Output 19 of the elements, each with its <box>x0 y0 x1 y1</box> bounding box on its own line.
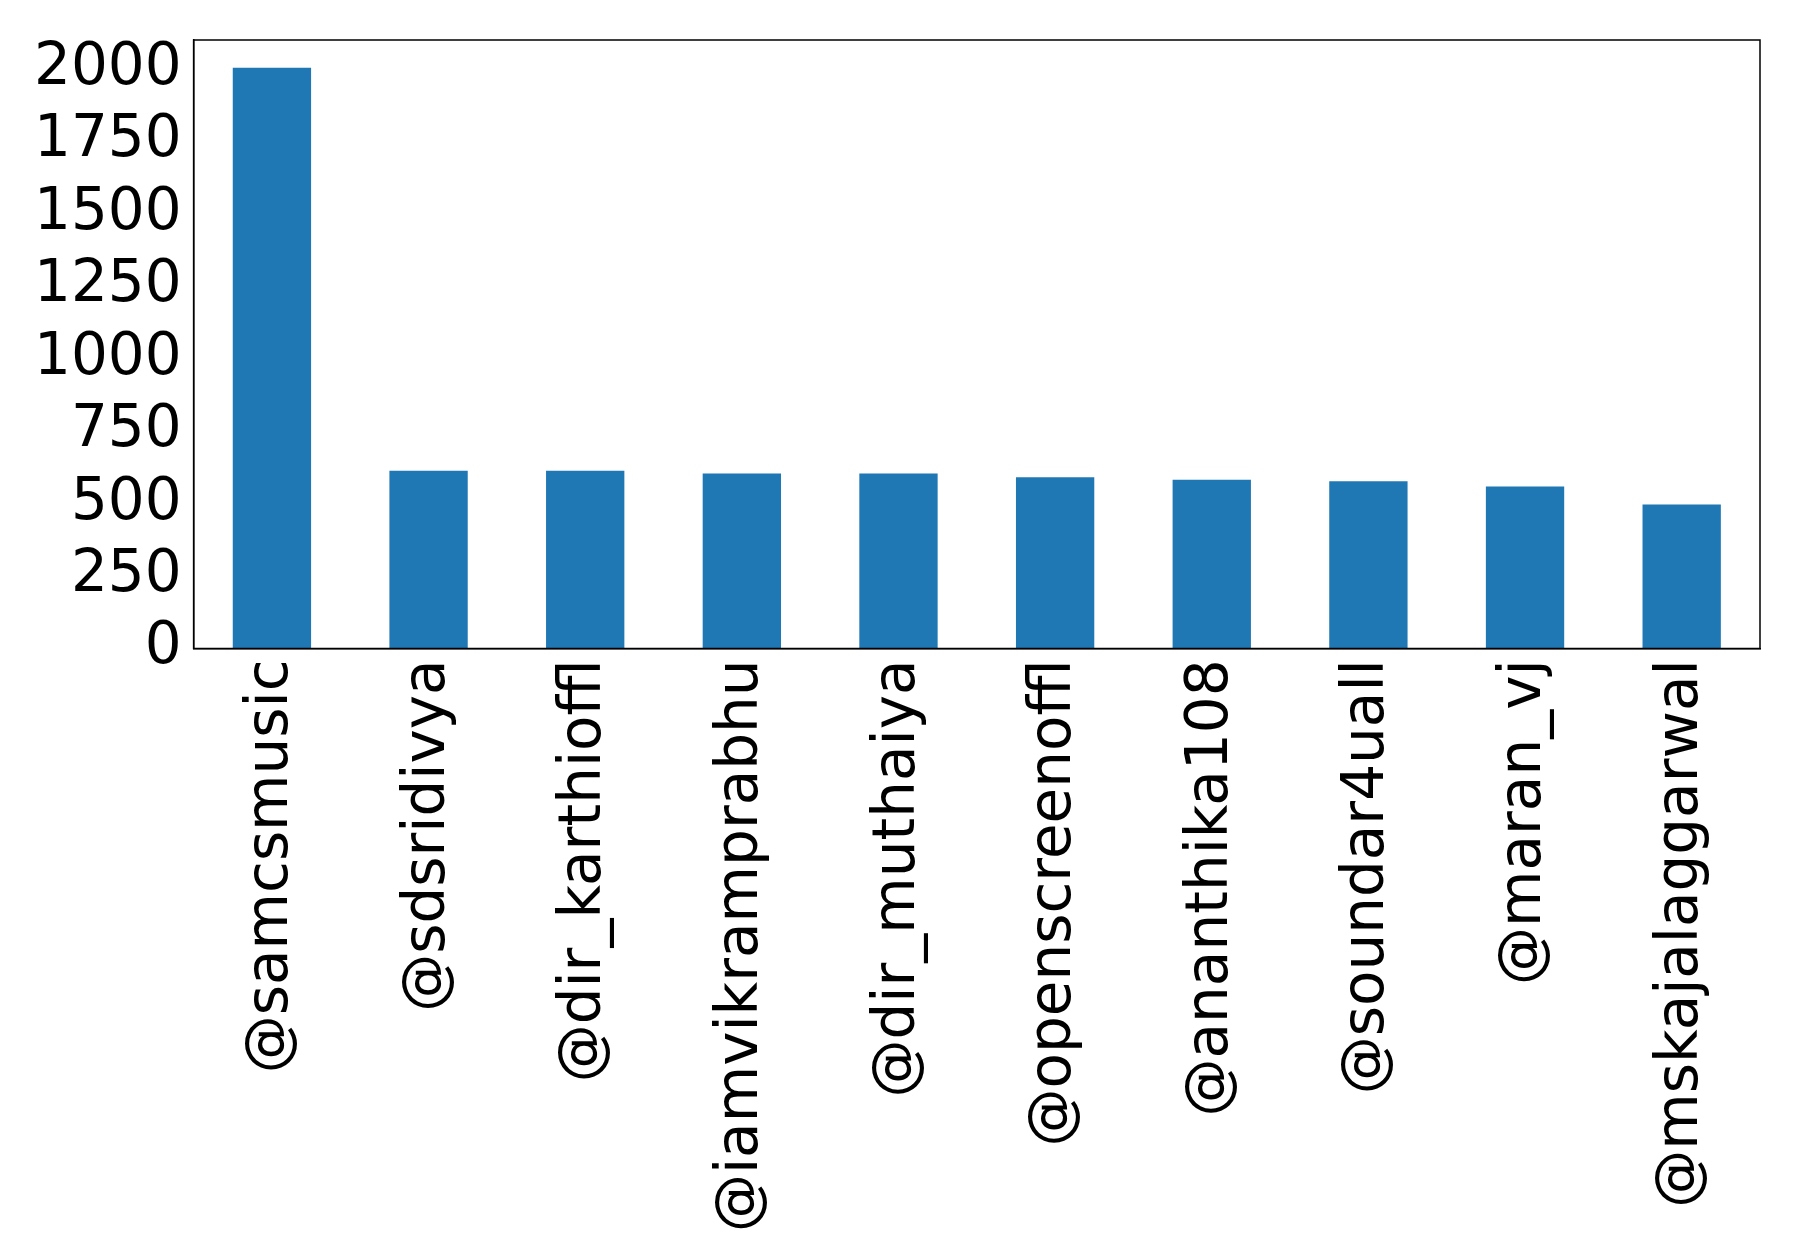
x-tick-label: @dir_karthioffl <box>546 659 615 1083</box>
y-tick-label: 750 <box>70 392 182 461</box>
x-tick-label: @openscreenoffl <box>1016 659 1085 1147</box>
y-tick-label: 1000 <box>34 319 182 388</box>
x-tick-label: @sdsridivya <box>389 659 458 1012</box>
x-tick-label: @samcsmusic <box>232 659 301 1074</box>
x-tick-label: @mskajalaggarwal <box>1642 659 1711 1208</box>
x-tick-label: @ananthika108 <box>1172 659 1241 1117</box>
x-tick-label: @soundar4uall <box>1329 659 1398 1095</box>
y-tick-label: 0 <box>144 609 182 678</box>
y-tick-label: 500 <box>70 464 182 533</box>
y-tick-label: 1750 <box>34 102 182 171</box>
y-tick-label: 250 <box>70 537 182 606</box>
x-tick-label: @iamvikramprabhu <box>702 659 771 1232</box>
x-tick-label: @maran_vj <box>1486 659 1555 986</box>
y-tick-label: 1250 <box>34 247 182 316</box>
y-tick-label: 1500 <box>34 174 182 243</box>
y-tick-label: 2000 <box>34 30 182 99</box>
x-tick-label: @dir_muthaiya <box>859 659 928 1098</box>
